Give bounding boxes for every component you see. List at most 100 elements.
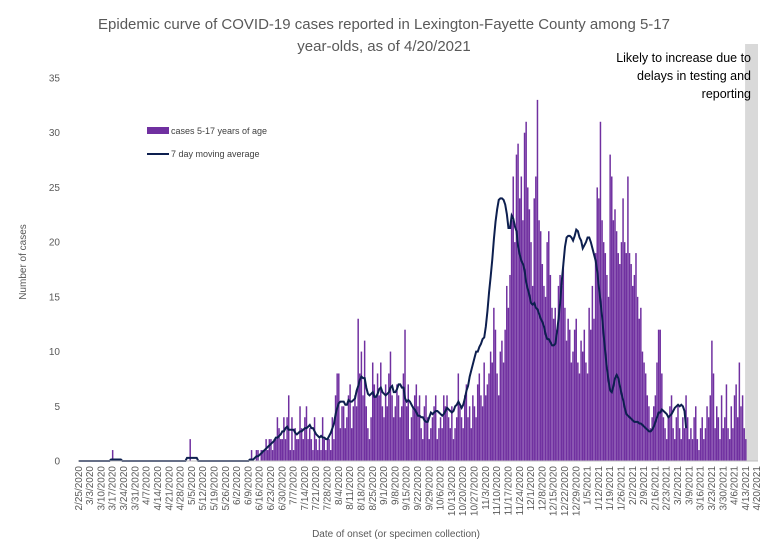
case-bar: [557, 285, 560, 461]
x-tick-label: 3/31/2020: [130, 466, 141, 511]
case-bar: [476, 384, 479, 461]
case-bar: [354, 395, 356, 461]
case-bar: [457, 373, 460, 461]
case-bar: [559, 274, 561, 461]
x-tick-label: 3/23/2021: [707, 466, 718, 511]
case-bar: [299, 406, 301, 461]
case-bar: [569, 329, 571, 461]
case-bar: [725, 384, 728, 461]
x-tick-label: 1/19/2021: [605, 466, 616, 511]
case-bar: [279, 439, 282, 461]
case-bar: [590, 329, 592, 461]
case-bar: [523, 132, 526, 461]
x-tick-label: 4/13/2021: [741, 466, 752, 511]
case-bar: [596, 187, 598, 461]
case-bar: [530, 242, 532, 461]
case-bar: [320, 450, 322, 461]
case-bar: [665, 439, 668, 461]
x-tick-label: 1/26/2021: [617, 466, 628, 511]
case-bar: [619, 264, 621, 461]
x-tick-label: 6/9/2020: [243, 466, 254, 505]
case-bar: [392, 417, 395, 461]
case-bar: [489, 351, 492, 461]
case-bar: [699, 428, 702, 461]
case-bar: [473, 406, 476, 461]
case-bar: [426, 417, 429, 461]
x-tick-label: 6/30/2020: [277, 466, 288, 511]
case-bar: [262, 450, 264, 461]
x-tick-label: 10/27/2020: [470, 466, 481, 516]
case-bar: [543, 285, 545, 461]
case-bar: [263, 450, 266, 461]
case-bar: [707, 417, 710, 461]
cases-bars: [111, 99, 747, 462]
case-bar: [627, 176, 629, 462]
x-tick-label: 5/26/2020: [221, 466, 232, 511]
case-bar: [289, 450, 292, 461]
case-bar: [265, 439, 267, 461]
case-bar: [452, 439, 455, 461]
case-bar: [467, 417, 469, 461]
case-bar: [735, 384, 737, 461]
case-bar: [286, 417, 288, 461]
case-bar: [189, 439, 191, 461]
x-tick-label: 4/28/2020: [176, 466, 187, 511]
x-tick-label: 9/22/2020: [413, 466, 424, 511]
y-tick-label: 30: [49, 128, 61, 139]
x-tick-label: 8/25/2020: [368, 466, 379, 511]
case-bar: [696, 439, 699, 461]
case-bar: [738, 362, 741, 461]
case-bar: [338, 373, 340, 461]
case-bar: [617, 253, 619, 461]
x-tick-label: 7/7/2020: [289, 466, 300, 505]
case-bar: [357, 318, 359, 461]
case-bar: [640, 307, 642, 461]
case-bar: [711, 340, 713, 461]
case-bar: [434, 395, 437, 461]
case-bar: [344, 428, 346, 461]
x-tick-label: 2/2/2021: [628, 466, 639, 505]
case-bar: [323, 439, 325, 461]
case-bar: [496, 373, 498, 461]
x-tick-label: 10/20/2020: [458, 466, 469, 516]
case-bar: [636, 296, 639, 461]
case-bar: [502, 362, 505, 461]
x-tick-label: 11/3/2020: [481, 466, 492, 510]
x-tick-label: 8/11/2020: [345, 466, 356, 510]
case-bar: [363, 340, 366, 461]
case-bar: [451, 406, 453, 461]
case-bar: [446, 395, 448, 461]
case-bar: [512, 176, 514, 462]
case-bar: [326, 439, 329, 461]
y-tick-label: 5: [54, 402, 60, 413]
case-bar: [680, 439, 682, 461]
case-bar: [341, 406, 343, 461]
case-bar: [701, 417, 703, 461]
case-bar: [657, 329, 660, 461]
case-bar: [493, 307, 495, 461]
x-tick-label: 3/2/2021: [673, 466, 684, 505]
case-bar: [656, 362, 658, 461]
case-bar: [494, 329, 497, 461]
case-bar: [567, 318, 569, 461]
case-bar: [581, 351, 584, 461]
case-bar: [672, 428, 674, 461]
case-bar: [370, 417, 372, 461]
case-bar: [472, 395, 474, 461]
case-bar: [380, 362, 382, 461]
case-bar: [585, 362, 587, 461]
case-bar: [409, 439, 411, 461]
case-bar: [111, 450, 114, 461]
case-bar: [355, 406, 358, 461]
x-tick-label: 11/24/2020: [515, 466, 526, 516]
x-tick-label: 3/9/2021: [684, 466, 695, 505]
case-bar: [250, 450, 253, 461]
x-tick-label: 4/20/2021: [752, 466, 763, 511]
case-bar: [733, 395, 736, 461]
case-bar: [447, 417, 450, 461]
case-bar: [276, 417, 279, 461]
y-tick-label: 20: [49, 238, 61, 249]
case-bar: [573, 329, 576, 461]
x-tick-label: 9/15/2020: [402, 466, 413, 511]
case-bar: [620, 242, 623, 461]
